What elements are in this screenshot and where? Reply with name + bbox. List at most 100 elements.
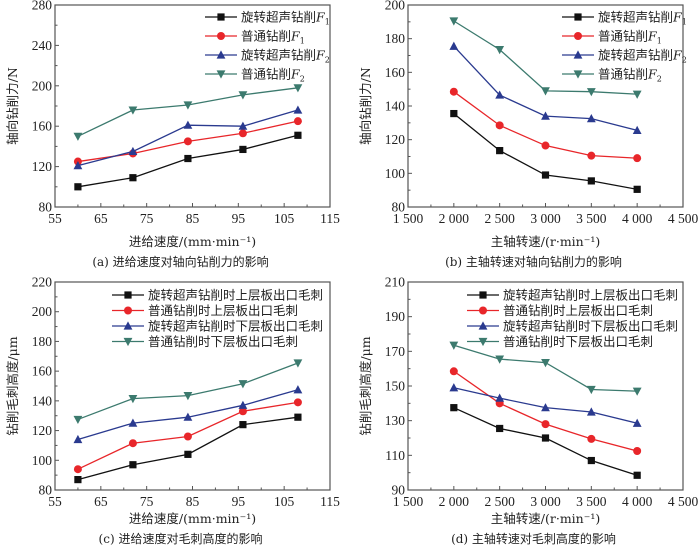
data-point bbox=[293, 398, 302, 407]
x-tick-label: 1 500 bbox=[393, 211, 424, 226]
legend-name: 普通钻削时下层板出口毛刺 bbox=[503, 334, 653, 349]
legend-marker bbox=[479, 306, 487, 315]
data-point bbox=[541, 403, 550, 412]
series-4 bbox=[449, 17, 642, 99]
legend-symbol: F bbox=[315, 48, 326, 63]
chart-b: 1 500 2 000 2 500 3 000 3 500 4 000 4 500 80 100… bbox=[358, 0, 698, 269]
data-point bbox=[541, 434, 550, 442]
legend-item: 旋转超声钻削F2 bbox=[205, 48, 330, 65]
data-point bbox=[73, 415, 83, 425]
data-point bbox=[633, 471, 641, 479]
y-tick-label: 140 bbox=[32, 393, 53, 408]
legend-item: 旋转超声钻削时下层板出口毛刺 bbox=[112, 319, 323, 334]
data-point bbox=[632, 125, 642, 135]
chart-caption: (b) 主轴转速对轴向钻削力的影响 bbox=[445, 254, 622, 269]
series-4 bbox=[73, 359, 303, 425]
data-point bbox=[183, 392, 193, 401]
legend-name: 旋转超声钻削 bbox=[598, 48, 673, 63]
series-line bbox=[453, 344, 638, 392]
chart-a: 55 65 75 85 95 105 115 80 120 160 200 240 280 进给速度/(m… bbox=[5, 0, 340, 269]
y-tick-label: 220 bbox=[32, 275, 53, 290]
data-point bbox=[586, 407, 596, 416]
data-point bbox=[449, 383, 459, 392]
data-point bbox=[184, 450, 192, 458]
legend-label: 旋转超声钻削F2 bbox=[598, 48, 687, 65]
legend-subscript: 1 bbox=[682, 18, 687, 27]
y-tick-label: 80 bbox=[392, 200, 406, 215]
legend-marker bbox=[573, 70, 583, 79]
legend-symbol: F bbox=[647, 67, 658, 82]
x-tick-label: 3 000 bbox=[530, 211, 561, 226]
data-point bbox=[495, 121, 504, 130]
data-point bbox=[183, 137, 192, 146]
x-tick-label: 75 bbox=[140, 494, 154, 509]
legend-item: 旋转超声钻削时下层板出口毛刺 bbox=[467, 319, 678, 334]
legend-item: 旋转超声钻削时上层板出口毛刺 bbox=[112, 288, 323, 303]
y-tick-label: 200 bbox=[32, 78, 53, 93]
data-point bbox=[239, 421, 247, 429]
legend-name: 旋转超声钻削 bbox=[598, 10, 673, 25]
x-tick-label: 2 500 bbox=[484, 494, 515, 509]
legend-label: 普通钻削F1 bbox=[241, 29, 305, 46]
legend-marker bbox=[217, 32, 225, 40]
y-tick-label: 190 bbox=[385, 309, 406, 324]
y-tick-label: 100 bbox=[32, 453, 53, 468]
x-axis-label: 主轴转速/(r·min⁻¹) bbox=[491, 234, 600, 249]
data-point bbox=[632, 387, 642, 396]
data-point bbox=[73, 434, 83, 444]
data-point bbox=[239, 145, 247, 154]
series-2 bbox=[449, 87, 642, 163]
data-point bbox=[450, 109, 458, 118]
legend-subscript: 2 bbox=[300, 75, 305, 84]
x-tick-label: 95 bbox=[232, 494, 246, 509]
data-point bbox=[294, 413, 302, 421]
legend-symbol: F bbox=[647, 29, 658, 44]
data-point bbox=[449, 341, 459, 350]
legend-label: 普通钻削时上层板出口毛刺 bbox=[148, 303, 298, 318]
data-point bbox=[496, 424, 504, 433]
y-tick-label: 120 bbox=[32, 423, 53, 438]
y-tick-label: 120 bbox=[385, 132, 406, 147]
legend-marker bbox=[574, 13, 582, 21]
x-axis-label: 主轴转速/(r·min⁻¹) bbox=[491, 511, 600, 526]
data-point bbox=[495, 90, 505, 99]
x-tick-label: 115 bbox=[320, 494, 340, 509]
legend-item: 旋转超声钻削F1 bbox=[562, 10, 687, 27]
x-tick-label: 65 bbox=[94, 211, 108, 226]
data-point bbox=[541, 420, 550, 429]
y-tick-label: 200 bbox=[32, 304, 53, 319]
legend-label: 旋转超声钻削F1 bbox=[598, 10, 687, 27]
data-point bbox=[238, 121, 248, 130]
series-2 bbox=[449, 367, 642, 455]
legend-item: 旋转超声钻削时上层板出口毛刺 bbox=[467, 288, 678, 303]
x-tick-label: 3 500 bbox=[576, 494, 607, 509]
legend-name: 旋转超声钻削时下层板出口毛刺 bbox=[503, 319, 678, 334]
series-2 bbox=[73, 398, 302, 474]
legend-name: 旋转超声钻削 bbox=[241, 48, 316, 63]
y-tick-label: 80 bbox=[39, 200, 53, 215]
data-point bbox=[449, 41, 459, 50]
legend-name: 普通钻削 bbox=[241, 67, 291, 82]
legend-name: 旋转超声钻削时上层板出口毛刺 bbox=[148, 288, 323, 303]
legend-label: 旋转超声钻削时上层板出口毛刺 bbox=[148, 288, 323, 303]
data-point bbox=[495, 355, 505, 364]
x-tick-label: 2 500 bbox=[484, 211, 515, 226]
legend-item: 旋转超声钻削F2 bbox=[562, 48, 687, 65]
series-3 bbox=[449, 383, 642, 427]
legend-marker bbox=[123, 337, 133, 347]
y-axis-label: 钻削毛刺高度/μm bbox=[5, 336, 20, 435]
x-axis-label: 进给速度/(mm·min⁻¹) bbox=[129, 511, 256, 526]
legend-marker bbox=[478, 321, 488, 330]
x-tick-label: 2 000 bbox=[439, 494, 470, 509]
legend-item: 旋转超声钻削F1 bbox=[205, 10, 330, 27]
data-point bbox=[183, 101, 193, 110]
legend-label: 旋转超声钻削时下层板出口毛刺 bbox=[148, 319, 323, 334]
data-point bbox=[294, 131, 302, 139]
y-tick-label: 80 bbox=[39, 483, 53, 498]
legend-symbol: F bbox=[290, 67, 301, 82]
legend-item: 普通钻削时下层板出口毛刺 bbox=[112, 334, 298, 349]
data-point bbox=[73, 465, 82, 474]
chart-c: 55 65 75 85 95 105 115 80 100 120 140 160 180 200 220 进… bbox=[5, 275, 340, 547]
y-tick-label: 110 bbox=[385, 448, 405, 463]
